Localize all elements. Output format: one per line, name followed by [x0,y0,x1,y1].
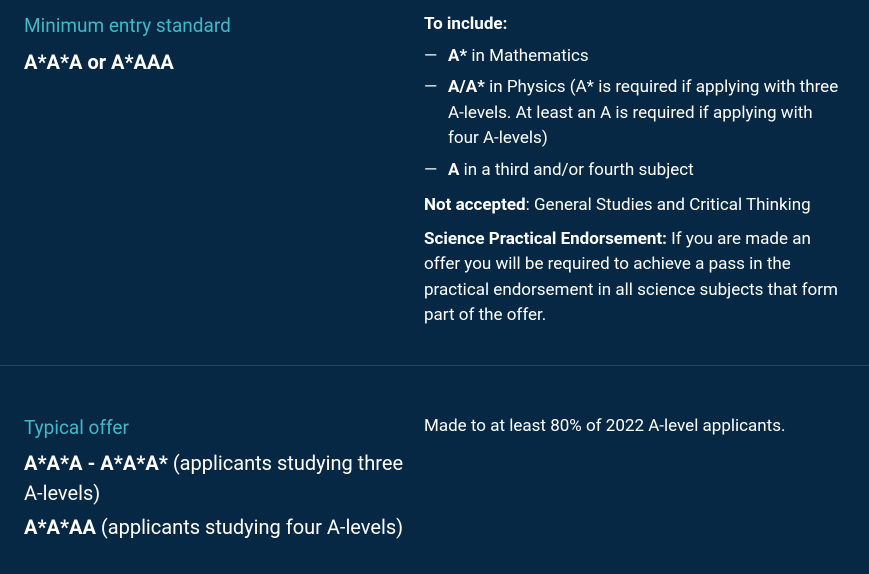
practical-label: Science Practical Endorsement: [424,229,667,249]
requirement-bold: A/A* [448,77,485,97]
typical-offer-left: Typical offer A*A*A - A*A*A* (applicants… [24,414,424,547]
typical-offer-line-1: A*A*A - A*A*A* (applicants studying thre… [24,448,404,508]
typical-offer-right-text: Made to at least 80% of 2022 A-level app… [424,414,845,440]
minimum-entry-section: Minimum entry standard A*A*A or A*AAA To… [0,0,869,365]
requirement-bold: A* [448,46,467,66]
requirement-bold: A [448,160,459,180]
typical-offer-bold: A*A*AA [24,515,96,539]
requirement-item: A* in Mathematics [424,44,845,70]
requirement-item: A in a third and/or fourth subject [424,158,845,184]
typical-offer-section: Typical offer A*A*A - A*A*A* (applicants… [0,365,869,574]
typical-offer-right: Made to at least 80% of 2022 A-level app… [424,414,845,547]
minimum-entry-grades: A*A*A or A*AAA [24,47,404,77]
typical-offer-normal: (applicants studying four A-levels) [96,515,403,539]
requirement-rest: in a third and/or fourth subject [459,160,693,180]
to-include-heading: To include: [424,12,845,38]
not-accepted-line: Not accepted: General Studies and Critic… [424,193,845,219]
typical-offer-bold: A*A*A - A*A*A* [24,451,168,475]
requirement-rest: in Mathematics [467,46,589,66]
practical-endorsement-line: Science Practical Endorsement: If you ar… [424,227,845,329]
minimum-entry-left: Minimum entry standard A*A*A or A*AAA [24,12,424,337]
requirement-rest: in Physics (A* is required if applying w… [448,77,838,148]
requirements-list: A* in Mathematics A/A* in Physics (A* is… [424,44,845,184]
minimum-entry-label: Minimum entry standard [24,12,404,41]
not-accepted-label: Not accepted [424,195,526,215]
requirement-item: A/A* in Physics (A* is required if apply… [424,75,845,152]
typical-offer-label: Typical offer [24,414,404,443]
minimum-entry-right: To include: A* in Mathematics A/A* in Ph… [424,12,845,337]
not-accepted-text: : General Studies and Critical Thinking [526,195,811,215]
